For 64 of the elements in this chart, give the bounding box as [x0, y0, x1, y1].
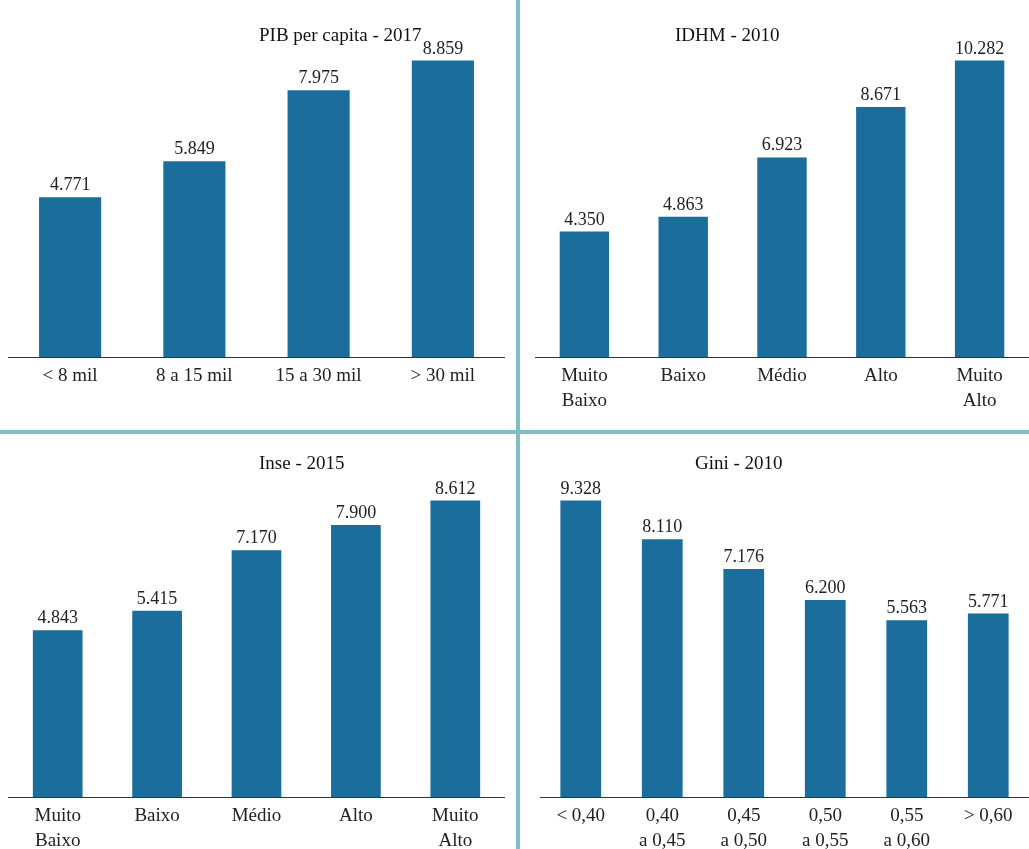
x-tick-label: < 8 mil [42, 363, 98, 385]
data-label: 6.200 [805, 576, 846, 597]
x-tick-label: 0,40 a 0,45 [639, 803, 686, 849]
data-label: 4.843 [37, 607, 78, 628]
data-label: 8.612 [435, 477, 476, 498]
data-label: 4.350 [564, 208, 605, 229]
data-label: 8.671 [860, 84, 902, 105]
bar [32, 630, 83, 797]
x-tick-label: Baixo [134, 803, 180, 825]
bar [804, 599, 846, 797]
bar [287, 90, 350, 357]
data-label: 4.771 [49, 174, 91, 195]
chart-title: Gini - 2010 [695, 452, 783, 473]
data-label: 8.110 [642, 516, 683, 537]
bar [954, 60, 1005, 357]
data-label: 7.170 [236, 527, 277, 548]
x-tick-label: 0,55 a 0,60 [883, 803, 930, 849]
bar [723, 568, 765, 797]
chart-title: PIB per capita - 2017 [259, 24, 422, 45]
x-tick-label: 0,50 a 0,55 [802, 803, 849, 849]
bar [430, 500, 481, 797]
x-tick-label: Baixo [660, 363, 706, 385]
bar [559, 231, 610, 357]
bar [560, 500, 602, 797]
data-label: 5.849 [174, 138, 215, 159]
data-label: 7.900 [335, 502, 377, 523]
bar [163, 161, 226, 357]
data-label: 4.863 [662, 193, 704, 214]
chart-title: IDHM - 2010 [675, 24, 780, 45]
x-tick-label: < 0,40 [556, 803, 606, 825]
x-tick-label: Muito Alto [956, 363, 1003, 410]
data-label: 9.328 [560, 477, 602, 498]
data-label: 7.975 [298, 67, 339, 88]
x-tick-label: 15 a 30 mil [275, 363, 362, 385]
bar [856, 107, 906, 357]
bar [231, 550, 282, 797]
data-label: 5.563 [886, 597, 928, 618]
data-label: 5.415 [136, 587, 178, 608]
x-tick-label: Médio [231, 803, 282, 825]
chart-title: Inse - 2015 [259, 452, 345, 473]
data-label: 10.282 [954, 37, 1005, 58]
bar [39, 197, 102, 357]
data-label: 6.923 [761, 134, 803, 155]
bar [967, 613, 1009, 797]
x-tick-label: > 0,60 [963, 803, 1013, 825]
bar [331, 525, 381, 797]
x-tick-label: Alto [863, 363, 898, 385]
x-tick-label: 0,45 a 0,50 [720, 803, 767, 849]
x-tick-label: Médio [757, 363, 807, 385]
bar [757, 157, 807, 357]
data-label: 7.176 [723, 545, 765, 566]
bar [641, 539, 683, 797]
bar [658, 216, 708, 357]
x-tick-label: Alto [339, 803, 373, 825]
x-tick-label: Muito Alto [432, 803, 479, 849]
bar [886, 620, 928, 797]
bar [132, 610, 182, 797]
data-label: 8.859 [422, 37, 464, 58]
x-tick-label: 8 a 15 mil [156, 363, 233, 385]
data-label: 5.771 [968, 590, 1009, 611]
x-tick-label: > 30 mil [410, 363, 476, 385]
bar [411, 60, 474, 357]
x-tick-label: Muito Baixo [561, 363, 608, 410]
x-tick-label: Muito Baixo [34, 803, 81, 849]
